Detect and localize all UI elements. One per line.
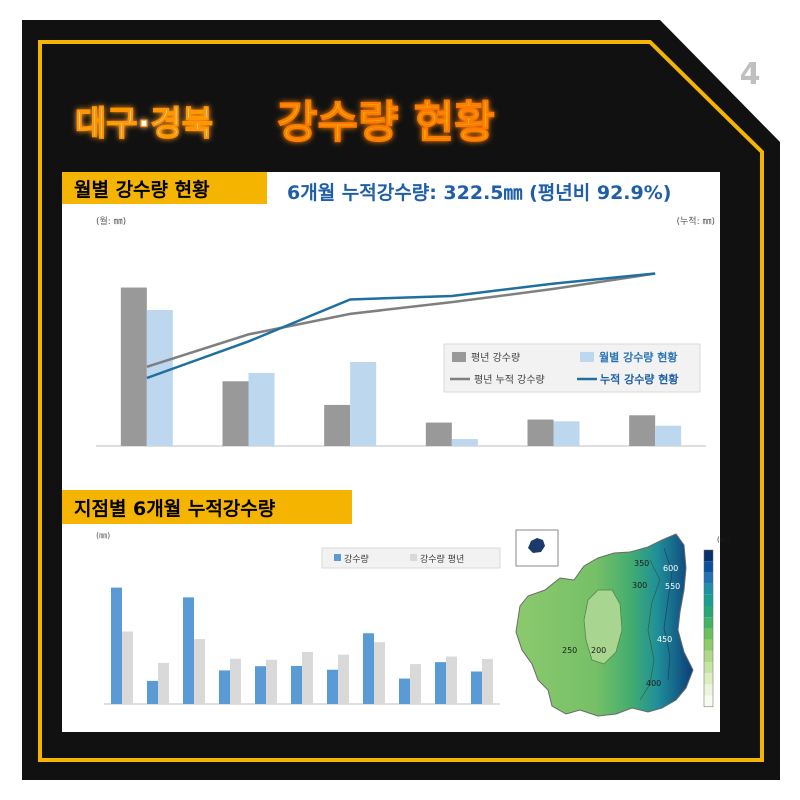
station-rain-bar xyxy=(183,597,194,704)
station-legend-label-rain: 강수량 xyxy=(344,553,369,565)
map-legend-swatch xyxy=(704,695,713,707)
station-legend-label-normal: 강수량 평년 xyxy=(420,553,464,565)
station-normal-bar xyxy=(158,662,169,704)
map-legend: (㎜) xyxy=(703,536,730,708)
station-normal-bar xyxy=(374,642,385,704)
current-monthly-bar xyxy=(146,310,173,446)
station-rain-bar xyxy=(255,666,266,704)
map-legend-swatch xyxy=(704,684,713,696)
station-rain-bar xyxy=(399,678,410,704)
station-legend: 강수량 강수량 평년 xyxy=(321,547,501,569)
current-monthly-bar xyxy=(248,372,275,446)
station-legend-swatch-normal xyxy=(410,554,417,561)
map-legend-unit: (㎜) xyxy=(717,536,730,544)
legend-label-normal-bar: 평년 강수량 xyxy=(471,352,520,364)
legend-swatch-monthly-bar xyxy=(580,352,594,362)
station-normal-bar xyxy=(194,639,205,704)
map-legend-swatch xyxy=(704,617,713,629)
normal-monthly-bar xyxy=(324,404,351,446)
map-legend-swatch xyxy=(704,628,713,640)
station-normal-bar xyxy=(122,631,133,704)
left-axis-unit: (월: ㎜) xyxy=(96,215,126,227)
map-legend-swatch xyxy=(704,673,713,685)
monthly-label-box xyxy=(62,172,267,204)
contour-line-coast xyxy=(639,559,661,701)
station-normal-bar xyxy=(446,656,457,704)
legend-label-cumulative-line: 누적 강수량 현황 xyxy=(600,372,679,386)
legend-label-normal-line: 평년 누적 강수량 xyxy=(474,374,545,386)
station-rain-bar xyxy=(291,665,302,704)
station-normal-bar xyxy=(302,651,313,704)
station-normal-bar xyxy=(230,658,241,704)
monthly-chart: (월: ㎜) (누적: ㎜) xyxy=(96,215,715,447)
station-rain-bar xyxy=(435,662,446,704)
map-legend-swatch xyxy=(704,572,713,584)
station-rain-bar xyxy=(219,670,230,704)
station-legend-swatch-rain xyxy=(334,554,341,561)
map-legend-swatch xyxy=(704,550,713,562)
normal-monthly-bar xyxy=(120,287,147,446)
legend-swatch-normal-bar xyxy=(452,352,466,362)
station-chart: (㎜) xyxy=(96,531,500,705)
current-monthly-bar xyxy=(350,362,377,446)
page-title-part1: 대구·경북 xyxy=(75,104,213,144)
stations-section-label: 지점별 6개월 누적강수량 xyxy=(74,498,276,520)
map-legend-swatch xyxy=(704,639,713,651)
station-normal-bar xyxy=(338,654,349,704)
precipitation-map: 350 600 300 550 450 250 200 400 (㎜) xyxy=(515,529,730,717)
normal-cumulative-line xyxy=(146,272,656,368)
current-monthly-bar xyxy=(451,439,478,446)
map-legend-swatch xyxy=(704,606,713,618)
contour-label-200: 200 xyxy=(591,646,606,655)
frame-inner-border xyxy=(38,40,764,762)
contour-label-300: 300 xyxy=(632,581,647,590)
contour-label-250: 250 xyxy=(562,646,577,655)
current-monthly-bar xyxy=(655,425,682,446)
page-title-part2: 강수량 현황 xyxy=(277,97,495,148)
station-rain-bar xyxy=(327,669,338,704)
monthly-headline: 6개월 누적강수량: 322.5㎜ (평년비 92.9%) xyxy=(287,182,671,204)
station-rain-bar xyxy=(363,633,374,704)
normal-monthly-bar xyxy=(222,381,249,446)
monthly-legend: 평년 강수량 월별 강수량 현황 평년 누적 강수량 누적 강수량 현황 xyxy=(443,343,701,393)
inset-map-shape xyxy=(528,538,545,553)
contour-label-450: 450 xyxy=(657,635,672,644)
monthly-section-label: 월별 강수량 현황 xyxy=(74,178,210,201)
current-cumulative-line xyxy=(146,272,656,380)
contour-line-east xyxy=(663,547,673,681)
station-normal-bar xyxy=(266,659,277,704)
contour-label-550: 550 xyxy=(665,582,680,591)
current-monthly-bar xyxy=(553,421,580,446)
station-normal-bar xyxy=(410,664,421,704)
station-rain-bar xyxy=(111,587,122,704)
contour-label-600: 600 xyxy=(663,564,678,573)
station-rain-bar xyxy=(471,671,482,704)
station-rain-bar xyxy=(147,680,158,704)
stations-label-box xyxy=(62,490,352,524)
map-legend-frame xyxy=(703,549,714,708)
legend-label-monthly-bar: 월별 강수량 현황 xyxy=(599,350,678,364)
map-legend-swatch xyxy=(704,561,713,573)
page-number: 4 xyxy=(740,57,761,92)
normal-monthly-bar xyxy=(629,415,656,446)
right-axis-unit: (누적: ㎜) xyxy=(677,215,715,227)
contour-label-350: 350 xyxy=(634,559,649,568)
station-normal-bar xyxy=(482,658,493,704)
normal-monthly-bar xyxy=(527,419,554,446)
legend-box xyxy=(443,343,701,393)
contour-line-inner xyxy=(583,589,623,665)
map-legend-swatch xyxy=(704,583,713,595)
map-legend-swatch xyxy=(704,662,713,674)
normal-monthly-bar xyxy=(425,422,452,446)
map-legend-swatch xyxy=(704,650,713,662)
contour-label-400: 400 xyxy=(646,679,661,688)
station-axis-unit: (㎜) xyxy=(96,531,110,540)
map-legend-swatch xyxy=(704,594,713,606)
